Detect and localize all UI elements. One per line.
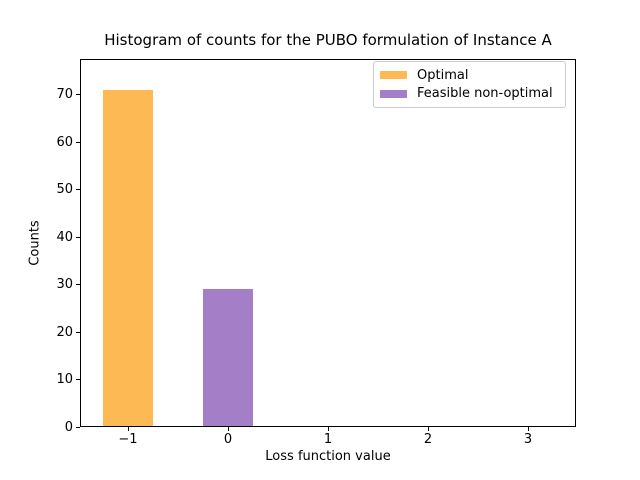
x-axis-label: Loss function value <box>265 449 391 464</box>
plot-area <box>80 59 576 427</box>
y-tick <box>76 236 80 238</box>
legend-label-feasible-non-optimal: Feasible non-optimal <box>417 86 553 102</box>
y-tick <box>76 331 80 333</box>
chart-title: Histogram of counts for the PUBO formula… <box>104 31 552 49</box>
y-tick <box>76 426 80 428</box>
y-tick-label: 0 <box>64 419 73 435</box>
y-tick <box>76 189 80 191</box>
y-tick-label: 30 <box>56 277 73 293</box>
x-tick-label: 3 <box>523 432 533 447</box>
y-tick <box>76 379 80 381</box>
y-tick-label: 20 <box>56 324 73 340</box>
y-tick <box>76 141 80 143</box>
y-tick-label: 70 <box>56 87 73 103</box>
x-tick <box>327 427 329 431</box>
y-tick <box>76 284 80 286</box>
y-tick-label: 50 <box>56 182 73 198</box>
x-tick <box>427 427 429 431</box>
y-tick-label: 10 <box>56 372 73 388</box>
legend-swatch-feasible-non-optimal <box>380 89 407 98</box>
bar-feasible-non-optimal <box>203 289 253 427</box>
y-tick <box>76 94 80 96</box>
legend-item-optimal: Optimal <box>380 68 557 83</box>
x-tick <box>527 427 529 431</box>
legend: Optimal Feasible non-optimal <box>373 61 566 108</box>
legend-item-feasible-non-optimal: Feasible non-optimal <box>380 86 557 101</box>
bar-optimal <box>103 89 153 427</box>
x-tick <box>127 427 129 431</box>
legend-label-optimal: Optimal <box>417 67 469 83</box>
x-tick-label: −1 <box>118 432 138 447</box>
y-tick-label: 60 <box>56 134 73 150</box>
x-tick-label: 1 <box>323 432 333 447</box>
legend-swatch-optimal <box>380 71 407 80</box>
x-tick-label: 2 <box>423 432 433 447</box>
x-tick-label: 0 <box>223 432 233 447</box>
x-tick <box>227 427 229 431</box>
y-tick-label: 40 <box>56 229 73 245</box>
